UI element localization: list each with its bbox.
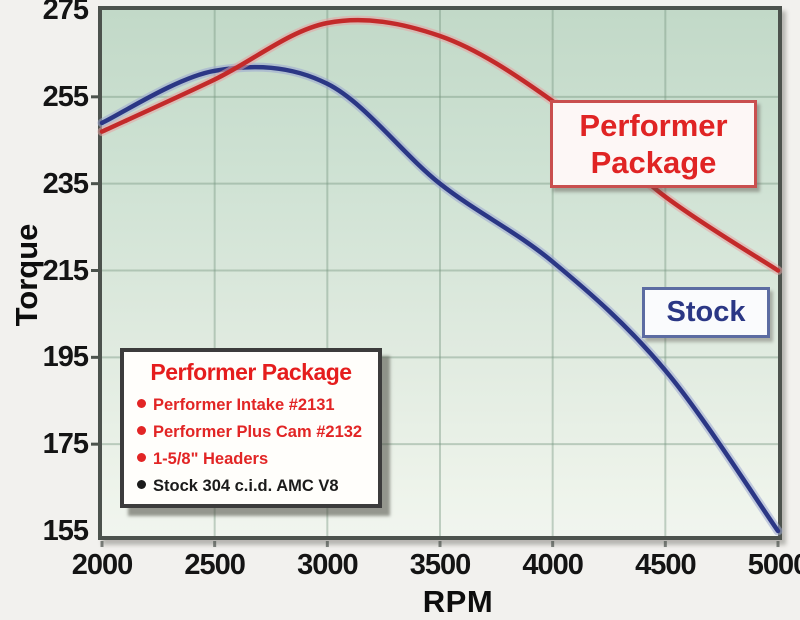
performer-label-line1: Performer xyxy=(579,108,728,143)
y-tick-label: 235 xyxy=(42,167,89,200)
y-tick-label: 215 xyxy=(42,254,89,287)
spec-item-text: Stock 304 c.i.d. AMC V8 xyxy=(153,477,339,495)
spec-item: Stock 304 c.i.d. AMC V8 xyxy=(137,473,378,500)
spec-box-items: Performer Intake #2131 Performer Plus Cam… xyxy=(137,392,378,500)
spec-item: 1-5/8" Headers xyxy=(137,446,378,473)
x-axis-title: RPM xyxy=(422,584,494,619)
x-tick-label: 3500 xyxy=(409,549,472,581)
stock-series-label: Stock xyxy=(642,287,770,338)
stock-label-text: Stock xyxy=(666,296,746,328)
bullet-dot-icon xyxy=(137,399,146,408)
spec-item-text: Performer Plus Cam #2132 xyxy=(153,423,363,441)
performer-package-spec-box: Performer Package Performer Intake #2131… xyxy=(120,348,382,508)
spec-item: Performer Plus Cam #2132 xyxy=(137,419,378,446)
x-tick-label: 3000 xyxy=(297,549,359,581)
bullet-dot-icon xyxy=(137,480,146,489)
spec-item-text: 1-5/8" Headers xyxy=(153,450,269,468)
x-tick-label: 4500 xyxy=(635,549,697,581)
y-tick-label: 195 xyxy=(42,341,89,374)
bullet-dot-icon xyxy=(137,426,146,435)
bullet-dot-icon xyxy=(137,453,146,462)
y-tick-label: 175 xyxy=(42,428,89,461)
x-tick-label: 5000 xyxy=(747,549,800,581)
spec-box-title: Performer Package xyxy=(150,359,352,385)
spec-item-text: Performer Intake #2131 xyxy=(153,396,335,414)
spec-item: Performer Intake #2131 xyxy=(137,392,378,419)
performer-package-series-label: Performer Package xyxy=(550,100,757,188)
performer-label-line2: Package xyxy=(590,145,717,180)
x-tick-label: 2500 xyxy=(184,549,246,581)
x-tick-label: 4000 xyxy=(522,549,584,581)
x-tick-label: 2000 xyxy=(71,549,134,581)
y-tick-label: 155 xyxy=(42,515,89,547)
y-tick-label: 255 xyxy=(42,80,89,113)
y-tick-label: 275 xyxy=(42,0,89,26)
